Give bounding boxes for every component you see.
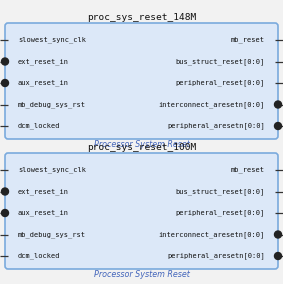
Text: interconnect_aresetn[0:0]: interconnect_aresetn[0:0] (159, 101, 265, 108)
Text: Processor System Reset: Processor System Reset (94, 140, 189, 149)
FancyBboxPatch shape (5, 153, 278, 269)
Text: mb_debug_sys_rst: mb_debug_sys_rst (18, 101, 86, 108)
Circle shape (275, 231, 282, 238)
Text: aux_reset_in: aux_reset_in (18, 80, 69, 86)
Text: mb_debug_sys_rst: mb_debug_sys_rst (18, 231, 86, 238)
Circle shape (275, 101, 282, 108)
Circle shape (275, 122, 282, 130)
FancyBboxPatch shape (5, 23, 278, 139)
Circle shape (1, 210, 8, 216)
Text: bus_struct_reset[0:0]: bus_struct_reset[0:0] (176, 58, 265, 65)
Text: interconnect_aresetn[0:0]: interconnect_aresetn[0:0] (159, 231, 265, 238)
Text: peripheral_reset[0:0]: peripheral_reset[0:0] (176, 80, 265, 86)
Text: mb_reset: mb_reset (231, 37, 265, 43)
Circle shape (1, 188, 8, 195)
Text: mb_reset: mb_reset (231, 167, 265, 173)
Text: dcm_locked: dcm_locked (18, 253, 61, 259)
Text: peripheral_aresetn[0:0]: peripheral_aresetn[0:0] (167, 253, 265, 259)
Text: ext_reset_in: ext_reset_in (18, 188, 69, 195)
Text: slowest_sync_clk: slowest_sync_clk (18, 167, 86, 173)
Circle shape (275, 252, 282, 260)
Text: aux_reset_in: aux_reset_in (18, 210, 69, 216)
Circle shape (1, 58, 8, 65)
Text: peripheral_reset[0:0]: peripheral_reset[0:0] (176, 210, 265, 216)
Text: bus_struct_reset[0:0]: bus_struct_reset[0:0] (176, 188, 265, 195)
Text: peripheral_aresetn[0:0]: peripheral_aresetn[0:0] (167, 123, 265, 130)
Circle shape (1, 80, 8, 87)
Text: proc_sys_reset_148M: proc_sys_reset_148M (87, 13, 196, 22)
Text: dcm_locked: dcm_locked (18, 123, 61, 129)
Text: proc_sys_reset_100M: proc_sys_reset_100M (87, 143, 196, 152)
Text: ext_reset_in: ext_reset_in (18, 58, 69, 65)
Text: slowest_sync_clk: slowest_sync_clk (18, 37, 86, 43)
Text: Processor System Reset: Processor System Reset (94, 270, 189, 279)
